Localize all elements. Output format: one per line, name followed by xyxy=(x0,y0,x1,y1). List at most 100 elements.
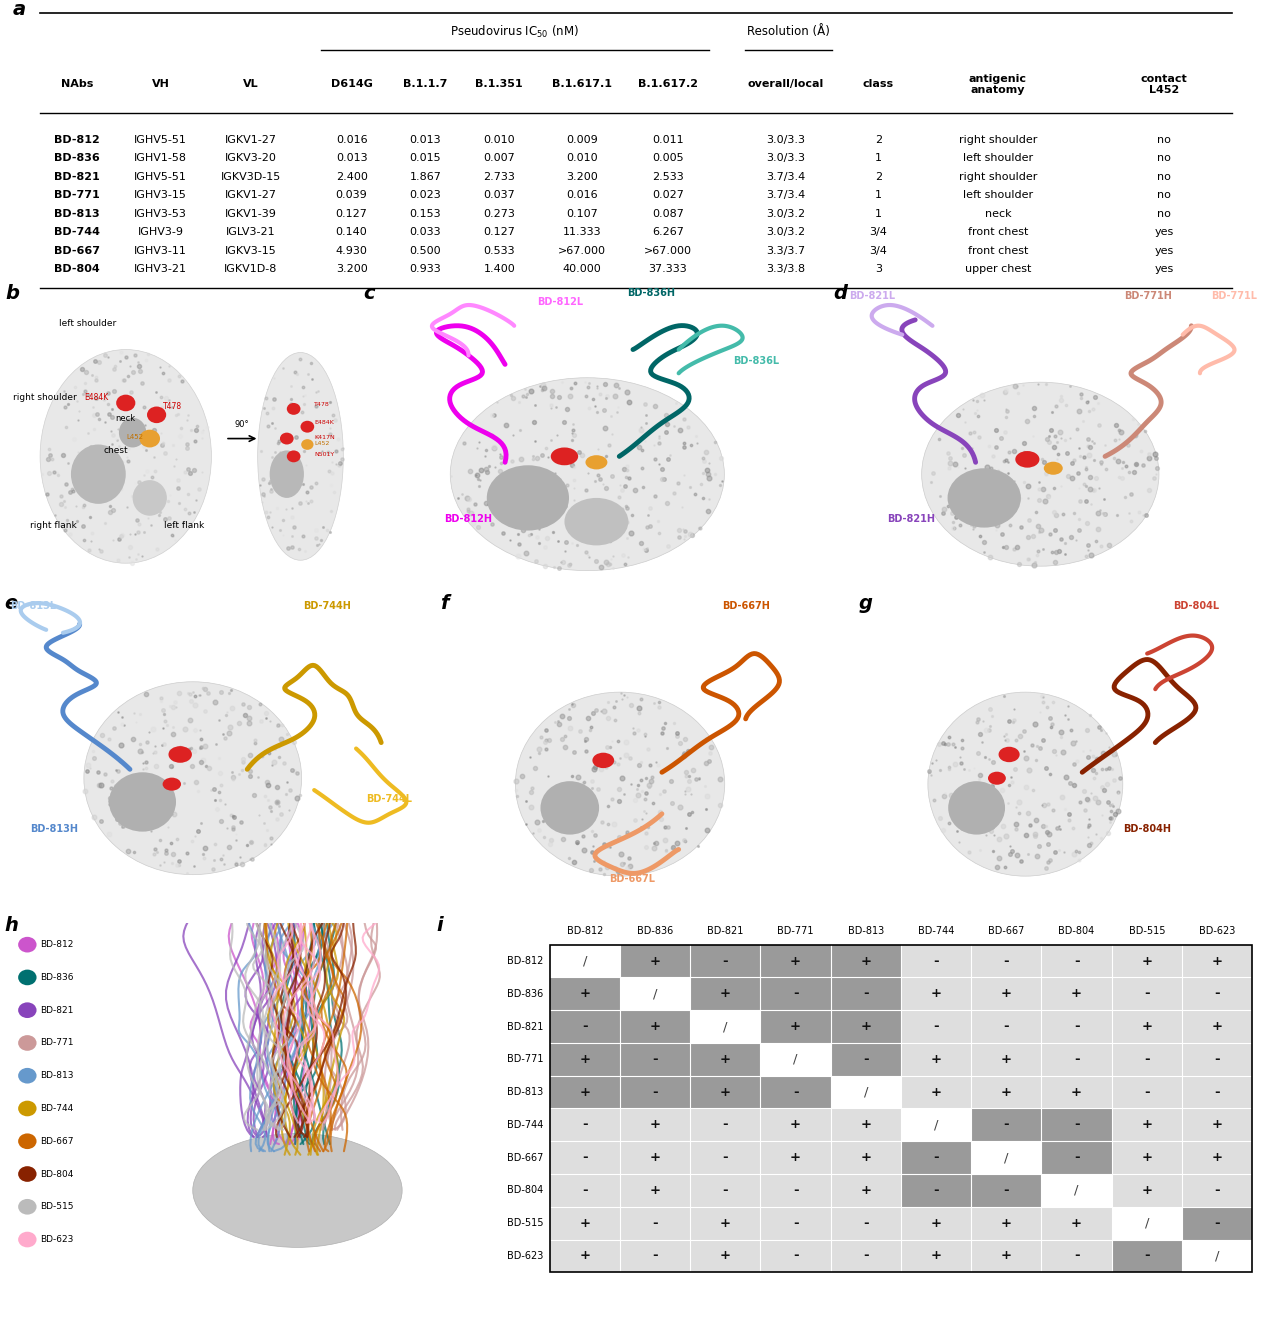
Bar xyxy=(549,944,621,977)
Text: contact
L452: contact L452 xyxy=(1141,74,1188,95)
Text: /: / xyxy=(864,1086,868,1099)
Text: class: class xyxy=(863,79,893,90)
Circle shape xyxy=(989,772,1006,785)
Text: 0.023: 0.023 xyxy=(410,190,442,200)
Ellipse shape xyxy=(921,383,1159,566)
Text: i: i xyxy=(437,917,443,935)
Text: 3.200: 3.200 xyxy=(336,264,368,274)
Text: BD-667H: BD-667H xyxy=(722,601,769,611)
Bar xyxy=(549,1141,621,1174)
Bar xyxy=(760,1174,831,1207)
Bar xyxy=(971,977,1042,1010)
Text: right flank: right flank xyxy=(30,521,76,530)
Text: BD-744: BD-744 xyxy=(55,227,100,237)
Text: -: - xyxy=(722,955,728,968)
Text: E484K: E484K xyxy=(315,419,334,425)
Circle shape xyxy=(18,1002,37,1018)
Text: -: - xyxy=(652,1249,657,1262)
Circle shape xyxy=(287,451,301,463)
Bar xyxy=(621,944,690,977)
Text: BD-813L: BD-813L xyxy=(10,601,57,611)
Text: K417N: K417N xyxy=(315,434,335,439)
Bar xyxy=(1181,1076,1253,1108)
Circle shape xyxy=(117,394,136,412)
Text: BD-812: BD-812 xyxy=(506,956,543,966)
Text: left shoulder: left shoulder xyxy=(963,153,1033,164)
Text: left shoulder: left shoulder xyxy=(60,319,117,328)
Text: 3/4: 3/4 xyxy=(869,245,887,256)
Bar xyxy=(690,1141,760,1174)
Text: IGHV5-51: IGHV5-51 xyxy=(135,135,188,145)
Text: no: no xyxy=(1157,153,1171,164)
Text: 0.009: 0.009 xyxy=(566,135,598,145)
Bar xyxy=(901,1010,971,1043)
Text: +: + xyxy=(720,988,731,1000)
Bar xyxy=(1042,977,1112,1010)
Text: left flank: left flank xyxy=(164,521,204,530)
Bar xyxy=(1042,1010,1112,1043)
Bar xyxy=(690,944,760,977)
Text: 2: 2 xyxy=(874,171,882,182)
Text: 1: 1 xyxy=(874,153,882,164)
Bar xyxy=(549,1240,621,1273)
Circle shape xyxy=(147,406,166,423)
Text: 0.016: 0.016 xyxy=(336,135,368,145)
Text: +: + xyxy=(930,1216,942,1229)
Text: -: - xyxy=(1074,955,1080,968)
Circle shape xyxy=(18,1133,37,1149)
Circle shape xyxy=(593,753,614,768)
Text: /: / xyxy=(582,955,588,968)
Text: +: + xyxy=(860,1119,872,1132)
Bar xyxy=(621,1240,690,1273)
Bar xyxy=(901,1043,971,1076)
Circle shape xyxy=(18,1035,37,1051)
Text: BD-836L: BD-836L xyxy=(733,356,779,367)
Circle shape xyxy=(301,439,313,450)
Text: -: - xyxy=(793,988,798,1000)
Text: -: - xyxy=(722,1151,728,1165)
Text: IGHV3-21: IGHV3-21 xyxy=(135,264,188,274)
Text: BD-515: BD-515 xyxy=(1128,926,1165,935)
Bar xyxy=(1181,977,1253,1010)
Text: 0.127: 0.127 xyxy=(335,208,368,219)
Circle shape xyxy=(551,447,579,466)
Bar xyxy=(690,1010,760,1043)
Text: BD-804: BD-804 xyxy=(508,1186,543,1195)
Text: VH: VH xyxy=(152,79,170,90)
Bar xyxy=(971,1010,1042,1043)
Text: 2.733: 2.733 xyxy=(483,171,515,182)
Bar xyxy=(971,944,1042,977)
Bar xyxy=(901,1108,971,1141)
Bar xyxy=(901,1207,971,1240)
Text: BD-804H: BD-804H xyxy=(1123,823,1171,834)
Text: BD-812: BD-812 xyxy=(55,135,100,145)
Text: no: no xyxy=(1157,171,1171,182)
Text: BD-813: BD-813 xyxy=(55,208,100,219)
Text: 3/4: 3/4 xyxy=(869,227,887,237)
Bar xyxy=(831,1108,901,1141)
Text: +: + xyxy=(791,1119,801,1132)
Bar xyxy=(901,1240,971,1273)
Text: +: + xyxy=(580,1086,590,1099)
Text: BD-667: BD-667 xyxy=(55,245,100,256)
Text: 0.933: 0.933 xyxy=(410,264,442,274)
Text: BD-812L: BD-812L xyxy=(537,297,582,307)
Bar xyxy=(971,1043,1042,1076)
Circle shape xyxy=(585,455,608,470)
Bar xyxy=(831,1240,901,1273)
Text: 0.500: 0.500 xyxy=(410,245,442,256)
Ellipse shape xyxy=(71,445,126,504)
Text: BD-812: BD-812 xyxy=(567,926,603,935)
Text: IGKV3D-15: IGKV3D-15 xyxy=(221,171,280,182)
Text: -: - xyxy=(933,1151,939,1165)
Ellipse shape xyxy=(515,692,725,876)
Bar xyxy=(621,1076,690,1108)
Circle shape xyxy=(18,1100,37,1116)
Text: BD-744: BD-744 xyxy=(39,1104,74,1113)
Text: BD-836H: BD-836H xyxy=(627,288,675,298)
Bar xyxy=(1112,977,1181,1010)
Bar xyxy=(690,1240,760,1273)
Text: -: - xyxy=(582,1184,588,1196)
Text: chest: chest xyxy=(103,446,128,455)
Text: 0.153: 0.153 xyxy=(410,208,442,219)
